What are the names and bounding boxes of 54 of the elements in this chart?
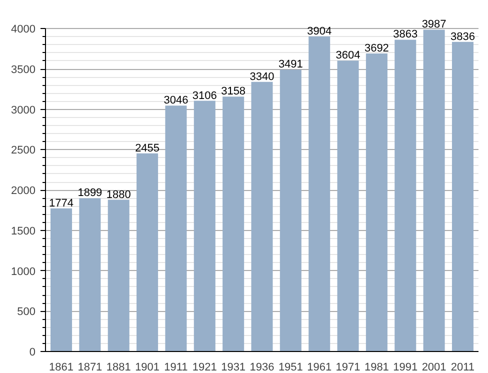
x-tick-label: 1951: [278, 362, 303, 373]
y-tick-label: 3000: [11, 104, 36, 116]
bar: [222, 96, 244, 352]
data-label: 2455: [135, 142, 160, 154]
x-tick-label: 1931: [221, 362, 246, 373]
data-label: 1774: [49, 197, 74, 210]
x-tick-label: 2001: [422, 362, 446, 373]
bar: [136, 153, 158, 352]
bar: [452, 42, 474, 352]
y-tick-label: 0: [29, 346, 36, 358]
bar: [366, 54, 388, 352]
x-tick-label: 1961: [307, 362, 332, 373]
bar: [423, 30, 445, 352]
x-tick-label: 1881: [106, 362, 131, 373]
bar: [394, 40, 416, 352]
bar: [108, 200, 130, 352]
bar: [165, 106, 187, 352]
data-label: 3604: [336, 50, 360, 62]
x-tick-label: 1981: [364, 362, 389, 373]
data-label: 3046: [164, 94, 188, 107]
data-label: 1880: [106, 188, 131, 201]
bar: [50, 208, 72, 352]
bar: [280, 70, 302, 352]
data-label: 1899: [78, 187, 102, 200]
bar: [308, 36, 330, 352]
y-tick-label: 1000: [11, 266, 36, 278]
data-label: 3340: [250, 70, 274, 83]
data-label: 3491: [278, 58, 303, 71]
data-label: 3158: [221, 86, 246, 98]
x-tick-label: 1971: [336, 362, 360, 373]
bar: [194, 100, 216, 352]
y-tick-label: 3500: [11, 64, 36, 76]
bar: [251, 82, 273, 352]
data-label: 3987: [422, 18, 446, 31]
data-label: 3692: [364, 42, 389, 55]
x-tick-label: 1871: [78, 362, 102, 373]
x-tick-label: 1991: [393, 362, 418, 373]
y-tick-label: 500: [17, 306, 36, 318]
x-tick-label: 1861: [49, 362, 74, 373]
data-label: 3836: [450, 30, 475, 43]
data-label: 3863: [393, 28, 418, 41]
data-label: 3904: [307, 25, 332, 38]
y-tick-label: 1500: [11, 225, 36, 238]
y-tick-label: 4000: [11, 24, 36, 36]
x-tick-label: 1936: [250, 362, 274, 373]
bar: [337, 60, 359, 352]
y-tick-label: 2500: [11, 144, 36, 157]
y-tick-label: 2000: [11, 185, 36, 198]
x-tick-label: 1911: [164, 362, 188, 373]
x-tick-label: 2011: [450, 362, 475, 373]
x-tick-label: 1901: [135, 362, 160, 373]
x-tick-label: 1921: [192, 362, 217, 373]
data-label: 3106: [192, 90, 217, 102]
bar: [79, 198, 101, 352]
